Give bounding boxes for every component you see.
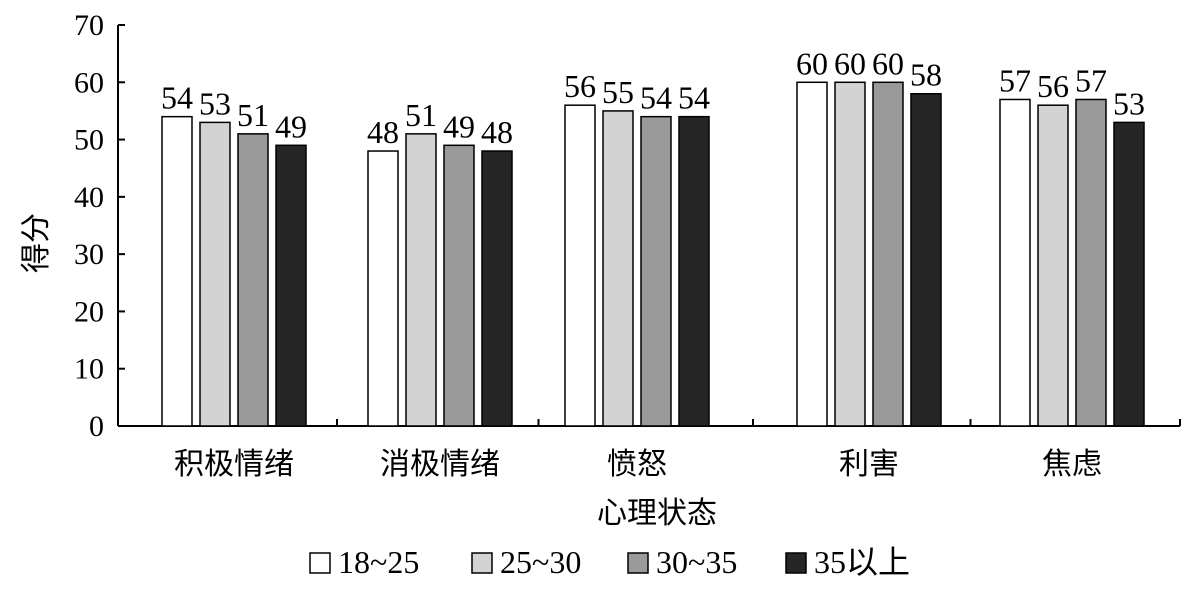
legend-swatch (309, 552, 331, 574)
bar (1075, 98, 1107, 427)
legend-label: 18~25 (338, 544, 419, 580)
data-label: 58 (910, 57, 942, 93)
y-tick-label: 50 (74, 124, 104, 157)
y-tick-label: 10 (74, 353, 104, 386)
data-label: 51 (237, 97, 269, 133)
bar (678, 115, 710, 427)
data-label: 54 (161, 80, 193, 116)
category-label: 愤怒 (607, 447, 667, 482)
bar (872, 81, 904, 427)
y-tick-label: 60 (74, 66, 104, 99)
data-label: 60 (796, 45, 828, 81)
y-tick-label: 40 (74, 181, 104, 214)
bar (237, 133, 269, 427)
data-label: 53 (1113, 85, 1145, 121)
bar (999, 98, 1031, 427)
bar (796, 81, 828, 427)
category-label: 焦虑 (1042, 447, 1102, 482)
category-labels: 积极情绪 消极情绪 愤怒 利害 焦虑 (174, 447, 1102, 482)
bar (405, 133, 437, 427)
bars (161, 81, 1145, 427)
data-label: 48 (481, 114, 513, 150)
bar (910, 92, 942, 427)
bar (161, 115, 193, 427)
data-label: 54 (640, 80, 672, 116)
bar (443, 144, 475, 427)
category-label: 积极情绪 (174, 447, 294, 482)
bar (1037, 104, 1069, 427)
legend: 18~25 25~30 30~35 35以上 (309, 544, 910, 580)
data-label: 60 (872, 45, 904, 81)
data-label: 49 (275, 108, 307, 144)
data-label: 48 (367, 114, 399, 150)
bar (602, 110, 634, 427)
data-label: 56 (1037, 68, 1069, 104)
data-label: 57 (999, 62, 1031, 98)
y-axis: 0 10 20 30 40 50 60 70 (74, 9, 125, 443)
y-tick-label: 70 (74, 9, 104, 42)
data-label: 57 (1075, 62, 1107, 98)
legend-label: 35以上 (814, 544, 910, 580)
legend-swatch (785, 552, 807, 574)
legend-label: 30~35 (656, 544, 737, 580)
y-tick-label: 30 (74, 238, 104, 271)
data-label: 55 (602, 74, 634, 110)
bar (481, 150, 513, 427)
data-label: 49 (443, 108, 475, 144)
legend-swatch (627, 552, 649, 574)
data-label: 54 (678, 80, 710, 116)
legend-swatch (471, 552, 493, 574)
legend-label: 25~30 (500, 544, 581, 580)
data-label: 51 (405, 97, 437, 133)
data-label: 56 (564, 68, 596, 104)
data-label: 60 (834, 45, 866, 81)
bar (275, 144, 307, 427)
bar (199, 121, 231, 427)
category-label: 消极情绪 (380, 447, 500, 482)
y-tick-label: 20 (74, 295, 104, 328)
y-axis-title: 得分 (19, 213, 54, 273)
bar (640, 115, 672, 427)
bar (367, 150, 399, 427)
bar (564, 104, 596, 427)
bar (1113, 121, 1145, 427)
data-label: 53 (199, 85, 231, 121)
y-tick-label: 0 (89, 410, 104, 443)
category-label: 利害 (839, 447, 899, 482)
bar (834, 81, 866, 427)
x-axis-title: 心理状态 (597, 496, 717, 531)
